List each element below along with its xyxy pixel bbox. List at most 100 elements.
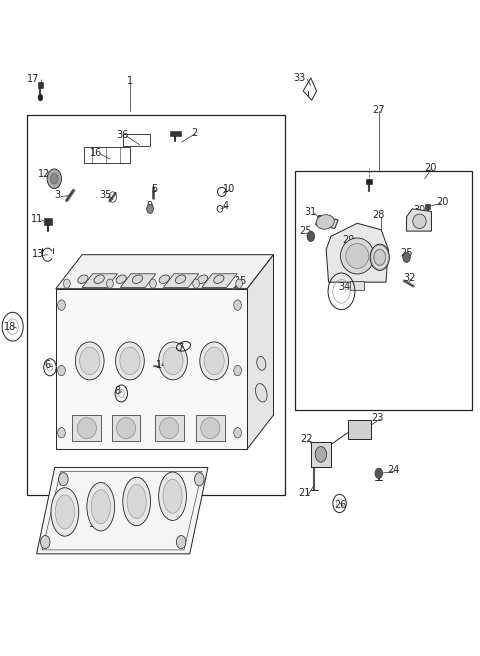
Text: 23: 23 xyxy=(372,413,384,422)
Ellipse shape xyxy=(94,275,104,283)
Circle shape xyxy=(38,94,43,101)
Text: 15: 15 xyxy=(235,276,247,286)
Polygon shape xyxy=(407,209,432,231)
Ellipse shape xyxy=(374,249,386,266)
Ellipse shape xyxy=(127,484,146,518)
Circle shape xyxy=(147,204,154,213)
Bar xyxy=(348,420,371,440)
Polygon shape xyxy=(202,274,237,287)
Ellipse shape xyxy=(116,342,144,380)
Polygon shape xyxy=(82,274,118,287)
Text: 20: 20 xyxy=(424,163,437,173)
Text: 26: 26 xyxy=(335,500,347,510)
Ellipse shape xyxy=(413,214,426,228)
Ellipse shape xyxy=(257,356,266,370)
Circle shape xyxy=(234,365,241,376)
Polygon shape xyxy=(326,223,388,282)
Circle shape xyxy=(150,279,156,288)
Text: 21: 21 xyxy=(299,488,311,498)
Text: 1: 1 xyxy=(127,75,133,85)
Ellipse shape xyxy=(346,243,369,268)
Polygon shape xyxy=(316,215,338,228)
Ellipse shape xyxy=(163,347,183,375)
Text: 8: 8 xyxy=(114,386,120,396)
Circle shape xyxy=(307,231,315,241)
Text: 34: 34 xyxy=(338,283,350,293)
Polygon shape xyxy=(36,468,208,554)
Text: 20: 20 xyxy=(436,197,448,207)
Text: 18: 18 xyxy=(4,321,16,332)
Ellipse shape xyxy=(80,347,100,375)
Circle shape xyxy=(50,173,58,184)
Text: 16: 16 xyxy=(90,148,103,157)
Text: 7: 7 xyxy=(177,342,183,353)
Circle shape xyxy=(193,279,199,288)
Ellipse shape xyxy=(120,347,140,375)
Ellipse shape xyxy=(91,489,110,523)
Text: 9: 9 xyxy=(146,201,152,211)
Circle shape xyxy=(58,365,65,376)
Ellipse shape xyxy=(116,275,126,283)
Bar xyxy=(196,415,225,441)
Text: 13: 13 xyxy=(32,249,45,259)
Bar xyxy=(84,147,130,163)
Polygon shape xyxy=(163,274,199,287)
Ellipse shape xyxy=(255,384,267,402)
Ellipse shape xyxy=(197,275,208,283)
Polygon shape xyxy=(350,281,364,290)
Circle shape xyxy=(236,279,242,288)
Text: 14: 14 xyxy=(156,360,168,371)
Ellipse shape xyxy=(163,480,182,513)
Text: 5: 5 xyxy=(151,184,157,194)
Ellipse shape xyxy=(132,275,143,283)
Polygon shape xyxy=(44,218,52,224)
Ellipse shape xyxy=(78,275,88,283)
Ellipse shape xyxy=(159,275,169,283)
Text: 28: 28 xyxy=(372,211,385,220)
Circle shape xyxy=(234,428,241,438)
Bar xyxy=(27,115,286,495)
Polygon shape xyxy=(120,274,156,287)
Text: 12: 12 xyxy=(37,169,50,178)
Ellipse shape xyxy=(204,347,224,375)
Ellipse shape xyxy=(200,342,228,380)
Text: 24: 24 xyxy=(387,465,399,475)
Ellipse shape xyxy=(87,483,115,531)
Circle shape xyxy=(176,535,186,548)
Ellipse shape xyxy=(117,418,136,439)
Text: 17: 17 xyxy=(27,74,39,84)
Text: 25: 25 xyxy=(400,248,412,258)
Polygon shape xyxy=(38,82,43,88)
Circle shape xyxy=(315,447,326,462)
Ellipse shape xyxy=(175,275,186,283)
Text: 11: 11 xyxy=(30,215,43,224)
Ellipse shape xyxy=(370,244,389,270)
Text: 25: 25 xyxy=(300,226,312,236)
Bar xyxy=(72,415,101,441)
Ellipse shape xyxy=(55,495,74,529)
Circle shape xyxy=(47,169,61,188)
Polygon shape xyxy=(425,203,431,209)
Ellipse shape xyxy=(51,487,79,536)
Bar xyxy=(112,415,141,441)
Circle shape xyxy=(375,468,383,479)
Circle shape xyxy=(403,252,410,262)
Circle shape xyxy=(40,535,50,548)
Circle shape xyxy=(59,473,68,485)
Text: 29: 29 xyxy=(342,235,355,245)
Ellipse shape xyxy=(214,275,224,283)
Bar xyxy=(295,171,472,410)
Text: 33: 33 xyxy=(294,73,306,83)
Ellipse shape xyxy=(123,478,151,525)
Polygon shape xyxy=(56,255,274,289)
Text: 32: 32 xyxy=(404,274,416,283)
Circle shape xyxy=(107,279,113,288)
Circle shape xyxy=(58,428,65,438)
Bar xyxy=(155,415,183,441)
Ellipse shape xyxy=(158,342,187,380)
Circle shape xyxy=(63,279,70,288)
Text: 31: 31 xyxy=(305,207,317,217)
Ellipse shape xyxy=(77,418,96,439)
Text: 4: 4 xyxy=(223,201,228,211)
Text: 3: 3 xyxy=(54,190,60,200)
